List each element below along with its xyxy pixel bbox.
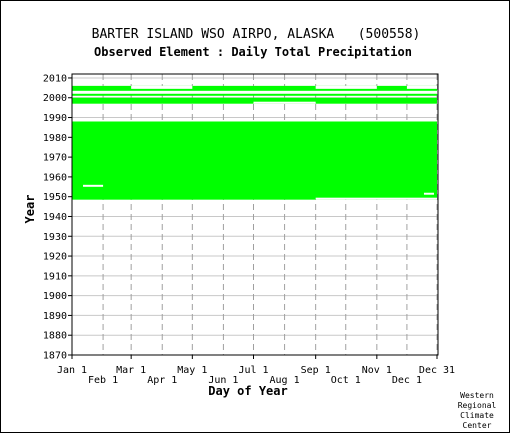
y-tick-label: 1970 bbox=[43, 153, 67, 164]
data-area bbox=[72, 85, 437, 200]
data-span bbox=[72, 121, 437, 200]
x-tick-label: Jan 1 bbox=[57, 365, 87, 376]
y-tick-label: 1980 bbox=[43, 133, 67, 144]
y-tick-label: 1920 bbox=[43, 252, 67, 263]
x-tick-label: Dec 31 bbox=[419, 365, 455, 376]
x-tick-label: Oct 1 bbox=[331, 375, 361, 386]
data-span bbox=[72, 93, 437, 96]
y-tick-label: 1960 bbox=[43, 172, 67, 183]
y-tick-label: 1880 bbox=[43, 331, 67, 342]
data-gap bbox=[315, 85, 377, 89]
y-axis-label: Year bbox=[23, 195, 37, 224]
x-tick-label: Dec 1 bbox=[392, 375, 422, 386]
data-span bbox=[72, 85, 437, 91]
grid-lines bbox=[71, 74, 438, 356]
x-tick-label: Jul 1 bbox=[238, 365, 268, 376]
data-gap bbox=[253, 101, 316, 104]
data-gap bbox=[406, 85, 437, 89]
y-tick-label: 1950 bbox=[43, 192, 67, 203]
y-tick-label: 1870 bbox=[43, 351, 67, 362]
data-span bbox=[72, 97, 437, 104]
y-tick-label: 1890 bbox=[43, 311, 67, 322]
chart-title: BARTER ISLAND WSO AIRPO, ALASKA (500558) bbox=[92, 27, 421, 42]
x-tick-label: Apr 1 bbox=[147, 375, 177, 386]
x-axis-label: Day of Year bbox=[208, 384, 287, 398]
x-tick-label: May 1 bbox=[177, 365, 207, 376]
x-tick-label: Mar 1 bbox=[116, 365, 146, 376]
y-tick-label: 2000 bbox=[43, 93, 67, 104]
y-tick-label: 1990 bbox=[43, 113, 67, 124]
data-gap bbox=[423, 192, 434, 195]
x-tick-label: Jun 1 bbox=[208, 375, 238, 386]
y-tick-label: 1930 bbox=[43, 232, 67, 243]
credit-line: Climate bbox=[460, 411, 494, 420]
y-tick-label: 1910 bbox=[43, 271, 67, 282]
y-tick-label: 2010 bbox=[43, 73, 67, 84]
credit-line: Western bbox=[460, 391, 494, 400]
x-axis: Jan 1 Mar 1 May 1 Jul 1 Sep 1 Nov 1 Dec 31 Feb … bbox=[57, 355, 455, 386]
y-tick-label: 1940 bbox=[43, 212, 67, 223]
plot-border bbox=[71, 73, 439, 356]
x-tick-label: Nov 1 bbox=[362, 365, 392, 376]
credit-line: Center bbox=[463, 421, 492, 430]
x-tick-label: Aug 1 bbox=[270, 375, 300, 386]
data-gap bbox=[83, 184, 104, 187]
y-tick-label: 1900 bbox=[43, 291, 67, 302]
data-gap bbox=[315, 197, 437, 200]
credit-block: Western Regional Climate Center bbox=[458, 391, 497, 430]
credit-line: Regional bbox=[458, 401, 497, 410]
x-tick-label: Feb 1 bbox=[88, 375, 118, 386]
x-tick-label: Sep 1 bbox=[301, 365, 331, 376]
chart-subtitle: Observed Element : Daily Total Precipita… bbox=[94, 45, 412, 59]
y-axis: 1870 1880 1890 1900 1910 1920 1930 1940 1950 1960… bbox=[43, 73, 72, 362]
data-gap bbox=[131, 85, 193, 89]
